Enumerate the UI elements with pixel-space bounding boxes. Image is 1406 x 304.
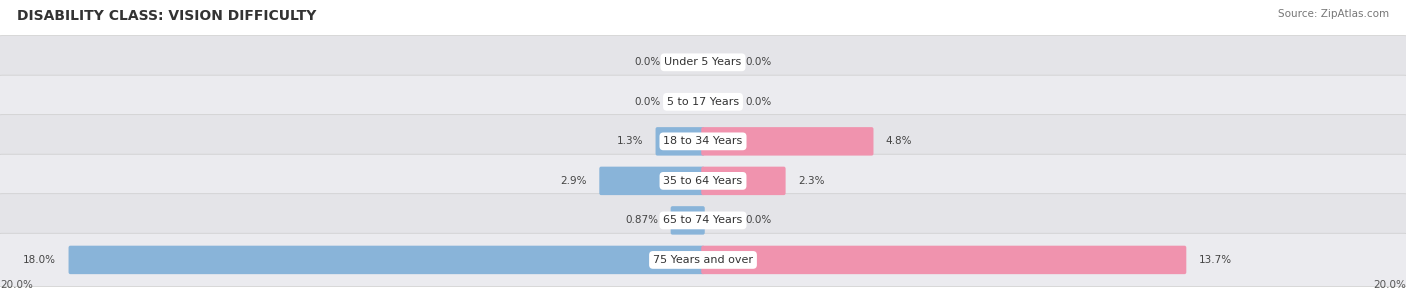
FancyBboxPatch shape (702, 127, 873, 156)
Text: 2.3%: 2.3% (799, 176, 824, 186)
FancyBboxPatch shape (69, 246, 704, 274)
Text: 65 to 74 Years: 65 to 74 Years (664, 216, 742, 225)
Text: 0.0%: 0.0% (634, 57, 661, 67)
Text: 0.0%: 0.0% (745, 216, 772, 225)
Text: 4.8%: 4.8% (886, 136, 912, 146)
Text: 20.0%: 20.0% (0, 280, 32, 290)
Text: 0.0%: 0.0% (745, 97, 772, 107)
Text: 5 to 17 Years: 5 to 17 Years (666, 97, 740, 107)
FancyBboxPatch shape (0, 194, 1406, 247)
FancyBboxPatch shape (599, 167, 704, 195)
FancyBboxPatch shape (0, 233, 1406, 287)
Text: 13.7%: 13.7% (1198, 255, 1232, 265)
FancyBboxPatch shape (0, 75, 1406, 129)
FancyBboxPatch shape (0, 36, 1406, 89)
FancyBboxPatch shape (702, 167, 786, 195)
Text: 0.0%: 0.0% (634, 97, 661, 107)
Text: 1.3%: 1.3% (617, 136, 644, 146)
FancyBboxPatch shape (702, 246, 1187, 274)
Text: 0.87%: 0.87% (626, 216, 658, 225)
FancyBboxPatch shape (655, 127, 704, 156)
FancyBboxPatch shape (0, 115, 1406, 168)
Text: DISABILITY CLASS: VISION DIFFICULTY: DISABILITY CLASS: VISION DIFFICULTY (17, 9, 316, 23)
Text: 0.0%: 0.0% (745, 57, 772, 67)
Text: 35 to 64 Years: 35 to 64 Years (664, 176, 742, 186)
Text: Under 5 Years: Under 5 Years (665, 57, 741, 67)
Text: 2.9%: 2.9% (561, 176, 588, 186)
FancyBboxPatch shape (0, 154, 1406, 208)
Text: 18.0%: 18.0% (24, 255, 56, 265)
FancyBboxPatch shape (671, 206, 704, 235)
Text: 18 to 34 Years: 18 to 34 Years (664, 136, 742, 146)
Text: 75 Years and over: 75 Years and over (652, 255, 754, 265)
Text: 20.0%: 20.0% (1374, 280, 1406, 290)
Text: Source: ZipAtlas.com: Source: ZipAtlas.com (1278, 9, 1389, 19)
